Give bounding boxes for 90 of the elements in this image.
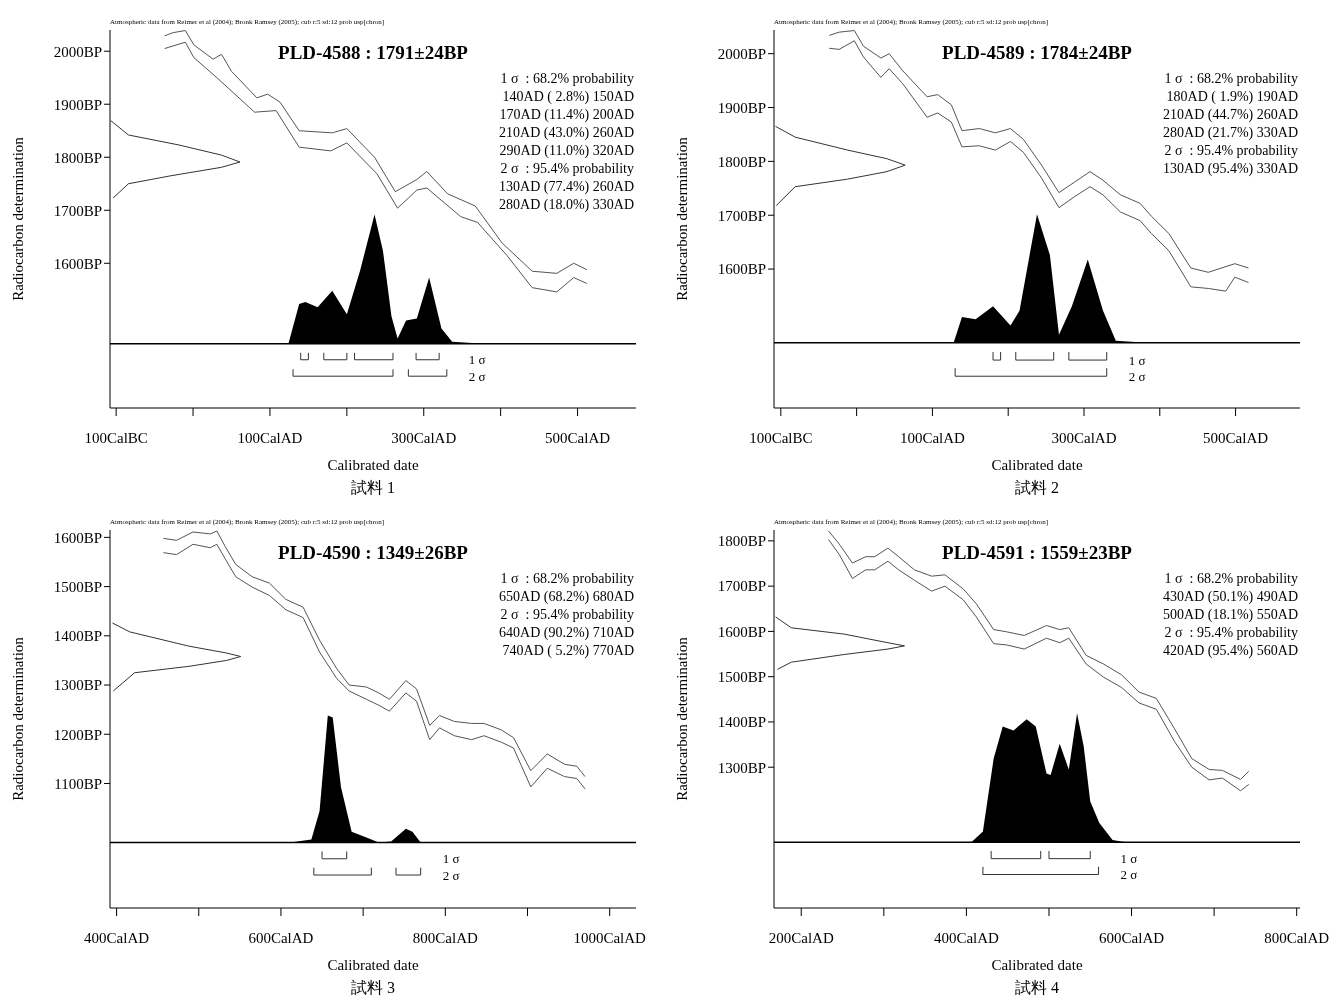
x-tick-label: 600CalAD <box>1099 929 1165 946</box>
line-series <box>110 120 241 199</box>
y-tick-label: 1200BP <box>53 726 102 743</box>
annotation: 420AD (95.4%) 560AD <box>1163 642 1298 660</box>
text: 試料 3 <box>350 978 396 998</box>
annotation: 210AD (43.0%) 260AD <box>499 124 634 142</box>
annotation: 2 σ <box>442 867 460 883</box>
x-tick-label: 500CalAD <box>545 429 611 446</box>
y-tick-label: 1600BP <box>717 623 766 640</box>
annotation: 2 σ : 95.4% probability <box>499 160 634 178</box>
y-axis-title: Radiocarbon determination <box>10 136 27 301</box>
annotation: 280AD (18.0%) 330AD <box>499 196 634 214</box>
x-tick-label: 100CalBC <box>749 429 813 446</box>
annotation: 2 σ <box>468 368 486 384</box>
y-tick-label: 2000BP <box>53 43 102 60</box>
y-axis-title: Radiocarbon determination <box>674 136 691 301</box>
x-tick-label: 100CalBC <box>84 429 148 446</box>
y-tick-label: 1800BP <box>53 149 102 166</box>
y-tick-label: 1700BP <box>53 202 102 219</box>
y-tick-label: 1300BP <box>717 759 766 776</box>
annotation: 2 σ : 95.4% probability <box>499 606 634 624</box>
annotation: 640AD (90.2%) 710AD <box>499 624 634 642</box>
annotation: 2 σ : 95.4% probability <box>1163 624 1298 642</box>
y-tick-label: 1300BP <box>53 677 102 694</box>
x-tick-label: 100CalAD <box>237 429 303 446</box>
annotation: 130AD (95.4%) 330AD <box>1163 160 1298 178</box>
y-tick-label: 1100BP <box>54 775 102 792</box>
annotation: 2 σ : 95.4% probability <box>1163 142 1298 160</box>
x-tick-label: 400CalAD <box>84 929 150 946</box>
text: PLD-4590 : 1349±26BP <box>277 542 469 564</box>
y-axis-title: Radiocarbon determination <box>674 636 691 801</box>
x-axis-title: Calibrated date <box>991 957 1083 973</box>
x-tick-label: 200CalAD <box>768 929 834 946</box>
annotation: 2 σ <box>1128 368 1146 384</box>
annotation: 740AD ( 5.2%) 770AD <box>501 642 634 660</box>
annotation: 1 σ : 68.2% probability <box>1163 570 1298 588</box>
x-axis-title: Calibrated date <box>327 957 419 973</box>
x-tick-label: 600CalAD <box>248 929 314 946</box>
annotation: 1 σ <box>1120 851 1138 867</box>
annotation: 1 σ <box>1128 352 1146 368</box>
annotation: 130AD (77.4%) 260AD <box>499 178 634 196</box>
line-series <box>775 616 905 670</box>
x-tick-label: 300CalAD <box>391 429 457 446</box>
line-series <box>775 125 906 207</box>
annotation: 1 σ : 68.2% probability <box>499 70 634 88</box>
annotation: 1 σ <box>468 352 486 368</box>
annotation: 280AD (21.7%) 330AD <box>1163 124 1298 142</box>
y-tick-label: 1400BP <box>717 714 766 731</box>
y-tick-label: 2000BP <box>717 46 766 63</box>
text: PLD-4588 : 1791±24BP <box>277 42 469 64</box>
x-tick-label: 800CalAD <box>1264 929 1330 946</box>
text: PLD-4591 : 1559±23BP <box>941 542 1133 564</box>
x-axis-title: Calibrated date <box>327 457 419 473</box>
y-tick-label: 1400BP <box>53 628 102 645</box>
y-tick-label: 1500BP <box>717 669 766 685</box>
x-tick-label: 800CalAD <box>412 929 478 946</box>
text: 試料 4 <box>1014 978 1060 998</box>
y-tick-label: 1800BP <box>717 153 766 170</box>
y-tick-label: 1700BP <box>717 578 766 595</box>
annotation: 170AD (11.4%) 200AD <box>499 106 634 124</box>
y-tick-label: 1900BP <box>53 96 102 113</box>
x-axis-title: Calibrated date <box>991 457 1083 473</box>
y-tick-label: 1500BP <box>53 578 102 595</box>
x-tick-label: 300CalAD <box>1051 429 1117 446</box>
y-tick-label: 1800BP <box>717 533 766 550</box>
y-tick-label: 1700BP <box>717 207 766 224</box>
annotation: 290AD (11.0%) 320AD <box>499 142 634 160</box>
x-tick-label: 400CalAD <box>933 929 1000 946</box>
annotation: 650AD (68.2%) 680AD <box>499 588 634 606</box>
annotation: 2 σ <box>1120 867 1138 883</box>
text: 試料 1 <box>350 478 396 498</box>
annotation: 430AD (50.1%) 490AD <box>1163 588 1298 606</box>
x-tick-label: 100CalAD <box>899 429 966 446</box>
annotation: 1 σ : 68.2% probability <box>1163 70 1298 88</box>
annotation: 1 σ <box>442 851 460 867</box>
line-series <box>111 622 242 692</box>
x-tick-label: 500CalAD <box>1203 429 1269 446</box>
text: PLD-4589 : 1784±24BP <box>941 42 1133 64</box>
annotation: 210AD (44.7%) 260AD <box>1163 106 1298 124</box>
annotation: 140AD ( 2.8%) 150AD <box>501 88 634 106</box>
y-tick-label: 1900BP <box>717 99 766 116</box>
text: 試料 2 <box>1014 478 1060 498</box>
y-tick-label: 1600BP <box>717 261 766 278</box>
y-axis-title: Radiocarbon determination <box>10 636 27 801</box>
annotation: 1 σ : 68.2% probability <box>499 570 634 588</box>
y-tick-label: 1600BP <box>53 529 102 546</box>
y-tick-label: 1600BP <box>53 255 102 272</box>
x-tick-label: 1000CalAD <box>573 929 647 946</box>
annotation: 500AD (18.1%) 550AD <box>1163 606 1298 624</box>
annotation: 180AD ( 1.9%) 190AD <box>1165 88 1298 106</box>
